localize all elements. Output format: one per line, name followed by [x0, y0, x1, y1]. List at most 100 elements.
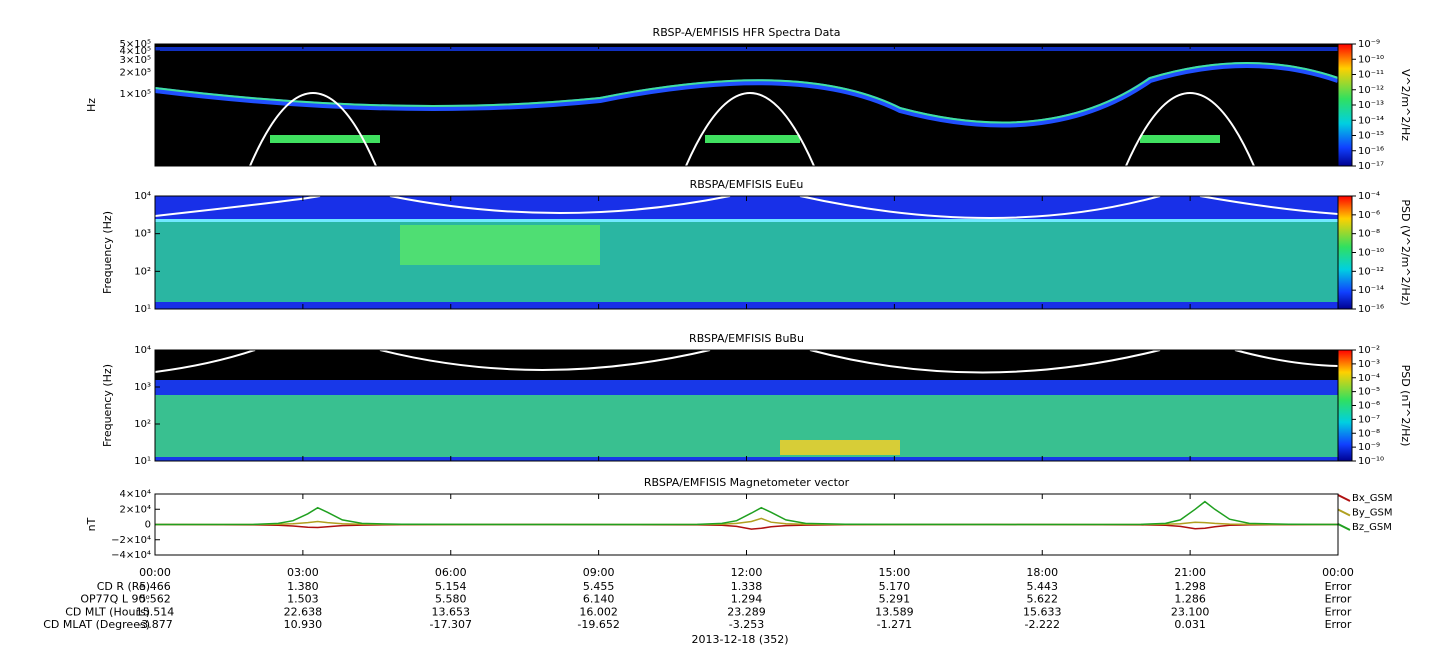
colorbar-tick-label: 10⁻¹⁵ [1358, 131, 1384, 142]
cell: 5.622 [1027, 593, 1059, 606]
colorbar-label: V^2/m^2/Hz [1399, 69, 1412, 141]
legend-swatch [1337, 523, 1351, 531]
panel-title: RBSPA/EMFISIS BuBu [689, 332, 804, 345]
colorbar-tick-label: 10⁻⁴ [1358, 191, 1380, 202]
y-axis-label: Hz [85, 98, 98, 112]
colorbar-tick-label: 10⁻³ [1358, 359, 1380, 370]
y-tick-label: 5×10⁵ [120, 39, 151, 50]
cell: 15.633 [1023, 605, 1062, 618]
cell: 5.154 [435, 580, 467, 593]
panel-frame [154, 43, 1339, 167]
y-tick-label: 1×10⁵ [120, 89, 151, 100]
y-axis-label: Frequency (Hz) [101, 211, 114, 294]
legend-swatch [1337, 508, 1351, 517]
cell: -19.652 [577, 618, 619, 631]
x-tick-label: 03:00 [287, 566, 319, 579]
cell: 16.002 [579, 605, 618, 618]
colorbar [1337, 43, 1353, 167]
cell: 1.503 [287, 593, 319, 606]
legend-label: By_GSM [1352, 508, 1393, 519]
y-tick-label: 10⁴ [134, 191, 151, 202]
cell: 0.031 [1174, 618, 1206, 631]
y-tick-label: 3×10⁵ [120, 55, 151, 66]
colorbar-tick-label: 10⁻¹³ [1358, 100, 1384, 111]
cell: 10.930 [284, 618, 323, 631]
cell: -3.877 [137, 618, 172, 631]
cell: 22.638 [284, 605, 323, 618]
cell: -2.222 [1025, 618, 1060, 631]
cell: 13.653 [432, 605, 471, 618]
cell: 5.443 [1027, 580, 1059, 593]
cell: Error [1325, 605, 1352, 618]
cell: 13.589 [875, 605, 914, 618]
y-tick-label: 10³ [134, 229, 151, 240]
cell: Error [1325, 580, 1352, 593]
colorbar-label: PSD (nT^2/Hz) [1399, 365, 1412, 447]
panel-frame [154, 493, 1339, 556]
y-tick-label: 10² [134, 266, 151, 277]
colorbar-tick-label: 10⁻¹⁶ [1358, 304, 1384, 315]
colorbar-tick-label: 10⁻⁶ [1358, 401, 1380, 412]
colorbar-tick-label: 10⁻⁸ [1358, 229, 1380, 240]
colorbar-tick-label: 10⁻¹² [1358, 85, 1384, 96]
cell: -3.253 [729, 618, 764, 631]
legend-swatch [1337, 494, 1351, 502]
y-tick-label: −4×10⁴ [111, 550, 151, 561]
cell: Error [1325, 618, 1352, 631]
y-tick-label: 2×10⁵ [120, 68, 151, 79]
row-label: CD MLT (Hours) [65, 605, 150, 618]
colorbar-tick-label: 10⁻⁸ [1358, 428, 1380, 439]
cell: 1.286 [1174, 593, 1206, 606]
panel-title: RBSPA/EMFISIS Magnetometer vector [644, 476, 850, 489]
colorbar-tick-label: 10⁻¹⁷ [1358, 161, 1384, 172]
y-tick-label: 0 [145, 520, 151, 531]
y-tick-label: −2×10⁴ [111, 535, 151, 546]
cell: Error [1325, 593, 1352, 606]
colorbar-tick-label: 10⁻¹⁰ [1358, 54, 1384, 65]
x-tick-label: 00:00 [1322, 566, 1354, 579]
row-label: CD R (Re) [97, 580, 150, 593]
y-tick-label: 10³ [134, 382, 151, 393]
cell: 5.291 [879, 593, 911, 606]
cell: 23.100 [1171, 605, 1210, 618]
cell: 1.298 [1174, 580, 1206, 593]
panel-title: RBSP-A/EMFISIS HFR Spectra Data [653, 26, 841, 39]
panel-frame [154, 195, 1339, 310]
y-tick-label: 10¹ [134, 456, 151, 467]
colorbar-label: PSD (V^2/m^2/Hz) [1399, 199, 1412, 305]
x-tick-label: 21:00 [1174, 566, 1206, 579]
cell: 5.455 [583, 580, 615, 593]
cell: 6.140 [583, 593, 615, 606]
colorbar-tick-label: 10⁻² [1358, 345, 1380, 356]
y-tick-label: 4×10⁴ [120, 489, 151, 500]
series-line [155, 517, 1338, 526]
y-tick-label: 10⁴ [134, 345, 151, 356]
cell: 1.294 [731, 593, 763, 606]
y-tick-label: 10¹ [134, 304, 151, 315]
panel-title: RBSPA/EMFISIS EuEu [690, 178, 804, 191]
colorbar-tick-label: 10⁻⁴ [1358, 373, 1380, 384]
x-tick-label: 09:00 [583, 566, 615, 579]
colorbar [1337, 195, 1353, 310]
series-line [154, 523, 1339, 530]
cell: 1.338 [731, 580, 763, 593]
colorbar-tick-label: 10⁻⁵ [1358, 387, 1380, 398]
colorbar-tick-label: 10⁻⁷ [1358, 414, 1380, 425]
legend-label: Bx_GSM [1352, 493, 1393, 504]
legend-label: Bz_GSM [1352, 522, 1392, 533]
cell: 1.380 [287, 580, 319, 593]
colorbar-tick-label: 10⁻⁹ [1358, 442, 1380, 453]
colorbar-tick-label: 10⁻¹⁴ [1358, 285, 1384, 296]
colorbar [1337, 349, 1353, 462]
cell: 5.170 [879, 580, 911, 593]
cell: 15.514 [136, 605, 175, 618]
series-line [154, 500, 1339, 526]
colorbar-tick-label: 10⁻¹² [1358, 266, 1384, 277]
colorbar-tick-label: 10⁻¹⁰ [1358, 248, 1384, 259]
y-axis-label: nT [85, 517, 98, 531]
x-tick-label: 15:00 [879, 566, 911, 579]
spectrogram-image [154, 44, 1339, 461]
colorbar-tick-label: 10⁻⁶ [1358, 210, 1380, 221]
colorbar-tick-label: 10⁻¹¹ [1358, 70, 1384, 81]
